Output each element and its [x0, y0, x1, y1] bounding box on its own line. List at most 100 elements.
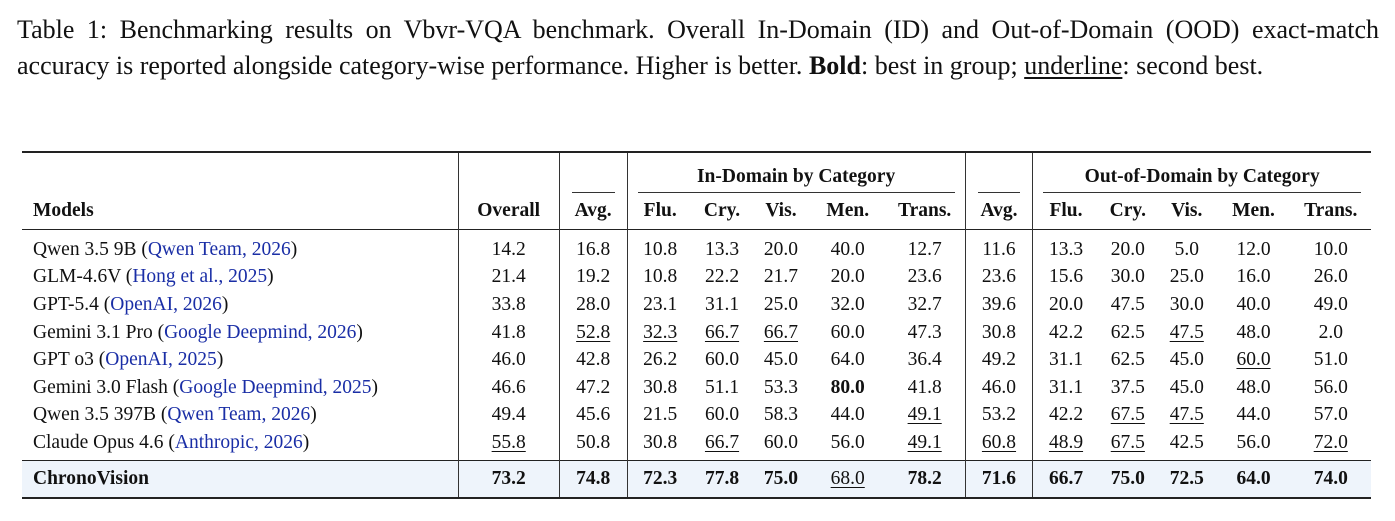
- score-cell: 49.4: [457, 401, 560, 430]
- score-value: 67.5: [1110, 404, 1145, 426]
- score-value: 31.1: [704, 293, 740, 315]
- header-id-flu: Flu.: [626, 193, 693, 230]
- citation-link[interactable]: Qwen Team, 2026: [147, 238, 291, 260]
- score-value: 60.8: [981, 431, 1017, 453]
- score-value: 11.6: [982, 238, 1016, 260]
- score-value: 13.3: [704, 238, 740, 260]
- citation-link[interactable]: Qwen Team, 2026: [167, 404, 311, 426]
- score-value: 45.0: [1169, 349, 1204, 371]
- score-value: 75.0: [763, 467, 799, 489]
- score-value: 46.0: [981, 376, 1017, 398]
- citation-close: ): [371, 376, 379, 398]
- score-cell: 64.0: [811, 346, 885, 374]
- score-cell: 45.0: [1157, 346, 1216, 374]
- citation-close: ): [221, 293, 229, 315]
- score-value: 40.0: [830, 238, 865, 260]
- score-value: 64.0: [830, 349, 865, 371]
- score-value: 16.8: [576, 238, 611, 260]
- score-value: 47.3: [907, 321, 942, 343]
- score-value: 66.7: [1048, 467, 1084, 489]
- score-cell: 42.5: [1157, 429, 1216, 460]
- table-row: Qwen 3.5 9B (Qwen Team, 2026) 14.2 16.8 10.…: [22, 229, 1371, 264]
- score-value: 20.0: [763, 238, 799, 260]
- header-id-group: In-Domain by Category: [626, 152, 966, 193]
- model-name-cell: Claude Opus 4.6 (Anthropic, 2026): [22, 429, 458, 460]
- header-column-row: Models Overall Avg. Flu. Cry. Vis. Men. …: [22, 193, 1371, 230]
- score-value: 19.2: [576, 266, 611, 288]
- score-cell: 74.0: [1290, 460, 1371, 498]
- header-id-vis: Vis.: [765, 200, 797, 221]
- score-cell: 37.5: [1099, 374, 1157, 402]
- score-cell: 51.0: [1291, 346, 1371, 374]
- score-value: 21.5: [643, 404, 678, 426]
- score-value: 31.1: [1048, 376, 1084, 398]
- score-cell: 45.0: [1157, 374, 1216, 402]
- citation-link[interactable]: Hong et al., 2025: [132, 266, 268, 288]
- citation-link[interactable]: OpenAI, 2026: [110, 293, 222, 315]
- score-value: 21.7: [763, 266, 799, 288]
- citation-link[interactable]: Google Deepmind, 2026: [164, 321, 357, 343]
- score-value: 21.4: [491, 266, 526, 288]
- score-value: 23.1: [643, 293, 678, 315]
- score-cell: 12.0: [1216, 230, 1290, 264]
- score-value: 32.0: [830, 293, 865, 315]
- score-cell: 56.0: [1216, 429, 1290, 460]
- score-value: 51.0: [1313, 349, 1348, 371]
- citation-link[interactable]: OpenAI, 2025: [105, 349, 217, 371]
- score-cell: 25.0: [751, 291, 810, 319]
- score-cell: 41.8: [457, 318, 560, 347]
- header-id-trans: Trans.: [898, 200, 952, 221]
- score-cell: 55.8: [457, 429, 560, 461]
- header-id-cry: Cry.: [703, 200, 741, 221]
- score-cell: 48.9: [1032, 429, 1099, 461]
- score-cell: 42.2: [1032, 401, 1099, 430]
- citation-link[interactable]: Anthropic, 2026: [174, 431, 303, 453]
- score-cell: 49.1: [885, 402, 965, 430]
- score-cell: 45.0: [751, 346, 810, 374]
- header-ood-group: Out-of-Domain by Category: [1032, 152, 1371, 193]
- score-value: 55.8: [491, 431, 526, 453]
- score-cell: 21.7: [751, 264, 810, 292]
- score-cell: 44.0: [811, 402, 885, 430]
- score-cell: 40.0: [1216, 291, 1290, 319]
- header-group-row: In-Domain by Category Out-of-Domain by C…: [22, 152, 1371, 193]
- score-value: 51.1: [704, 376, 740, 398]
- score-value: 48.0: [1236, 376, 1271, 398]
- score-cell: 10.8: [626, 229, 693, 264]
- score-value: 36.4: [907, 349, 942, 371]
- score-value: 10.8: [643, 266, 678, 288]
- score-cell: 31.1: [1032, 373, 1099, 402]
- score-cell: 33.8: [457, 291, 560, 319]
- score-cell: 30.8: [626, 429, 693, 461]
- score-value: 10.0: [1313, 238, 1348, 260]
- score-cell: 14.2: [457, 229, 560, 264]
- score-value: 77.8: [704, 467, 740, 489]
- header-ood-avg: Avg.: [964, 193, 1033, 230]
- score-cell: 75.0: [1098, 460, 1158, 498]
- score-cell: 73.2: [457, 460, 560, 498]
- score-value: 45.0: [763, 349, 799, 371]
- score-value: 47.5: [1169, 321, 1204, 343]
- score-cell: 67.5: [1099, 429, 1157, 460]
- caption-underline-word: underline: [1024, 51, 1123, 80]
- citation-close: ): [310, 404, 317, 426]
- score-value: 39.6: [981, 293, 1017, 315]
- score-value: 48.9: [1048, 431, 1084, 453]
- model-name-cell: Gemini 3.0 Flash (Google Deepmind, 2025): [22, 374, 458, 402]
- score-cell: 10.8: [626, 263, 693, 292]
- score-value: 33.8: [491, 293, 526, 315]
- score-cell: 42.8: [558, 346, 628, 374]
- model-name-cell: Gemini 3.1 Pro (Google Deepmind, 2026): [22, 319, 458, 347]
- score-cell: 46.0: [964, 373, 1033, 402]
- citation-link[interactable]: Google Deepmind, 2025: [179, 376, 372, 398]
- score-cell: 75.0: [751, 460, 811, 498]
- score-cell: 49.1: [885, 429, 965, 460]
- header-overall: Overall: [457, 193, 560, 230]
- model-name: GPT o3 (: [33, 349, 106, 371]
- score-cell: 32.7: [885, 291, 965, 319]
- ood-group-label: Out-of-Domain by Category: [1043, 166, 1361, 193]
- score-cell: 26.2: [626, 346, 693, 374]
- score-value: 57.0: [1313, 404, 1348, 426]
- citation-close: ): [267, 266, 274, 288]
- header-blank: [22, 152, 458, 193]
